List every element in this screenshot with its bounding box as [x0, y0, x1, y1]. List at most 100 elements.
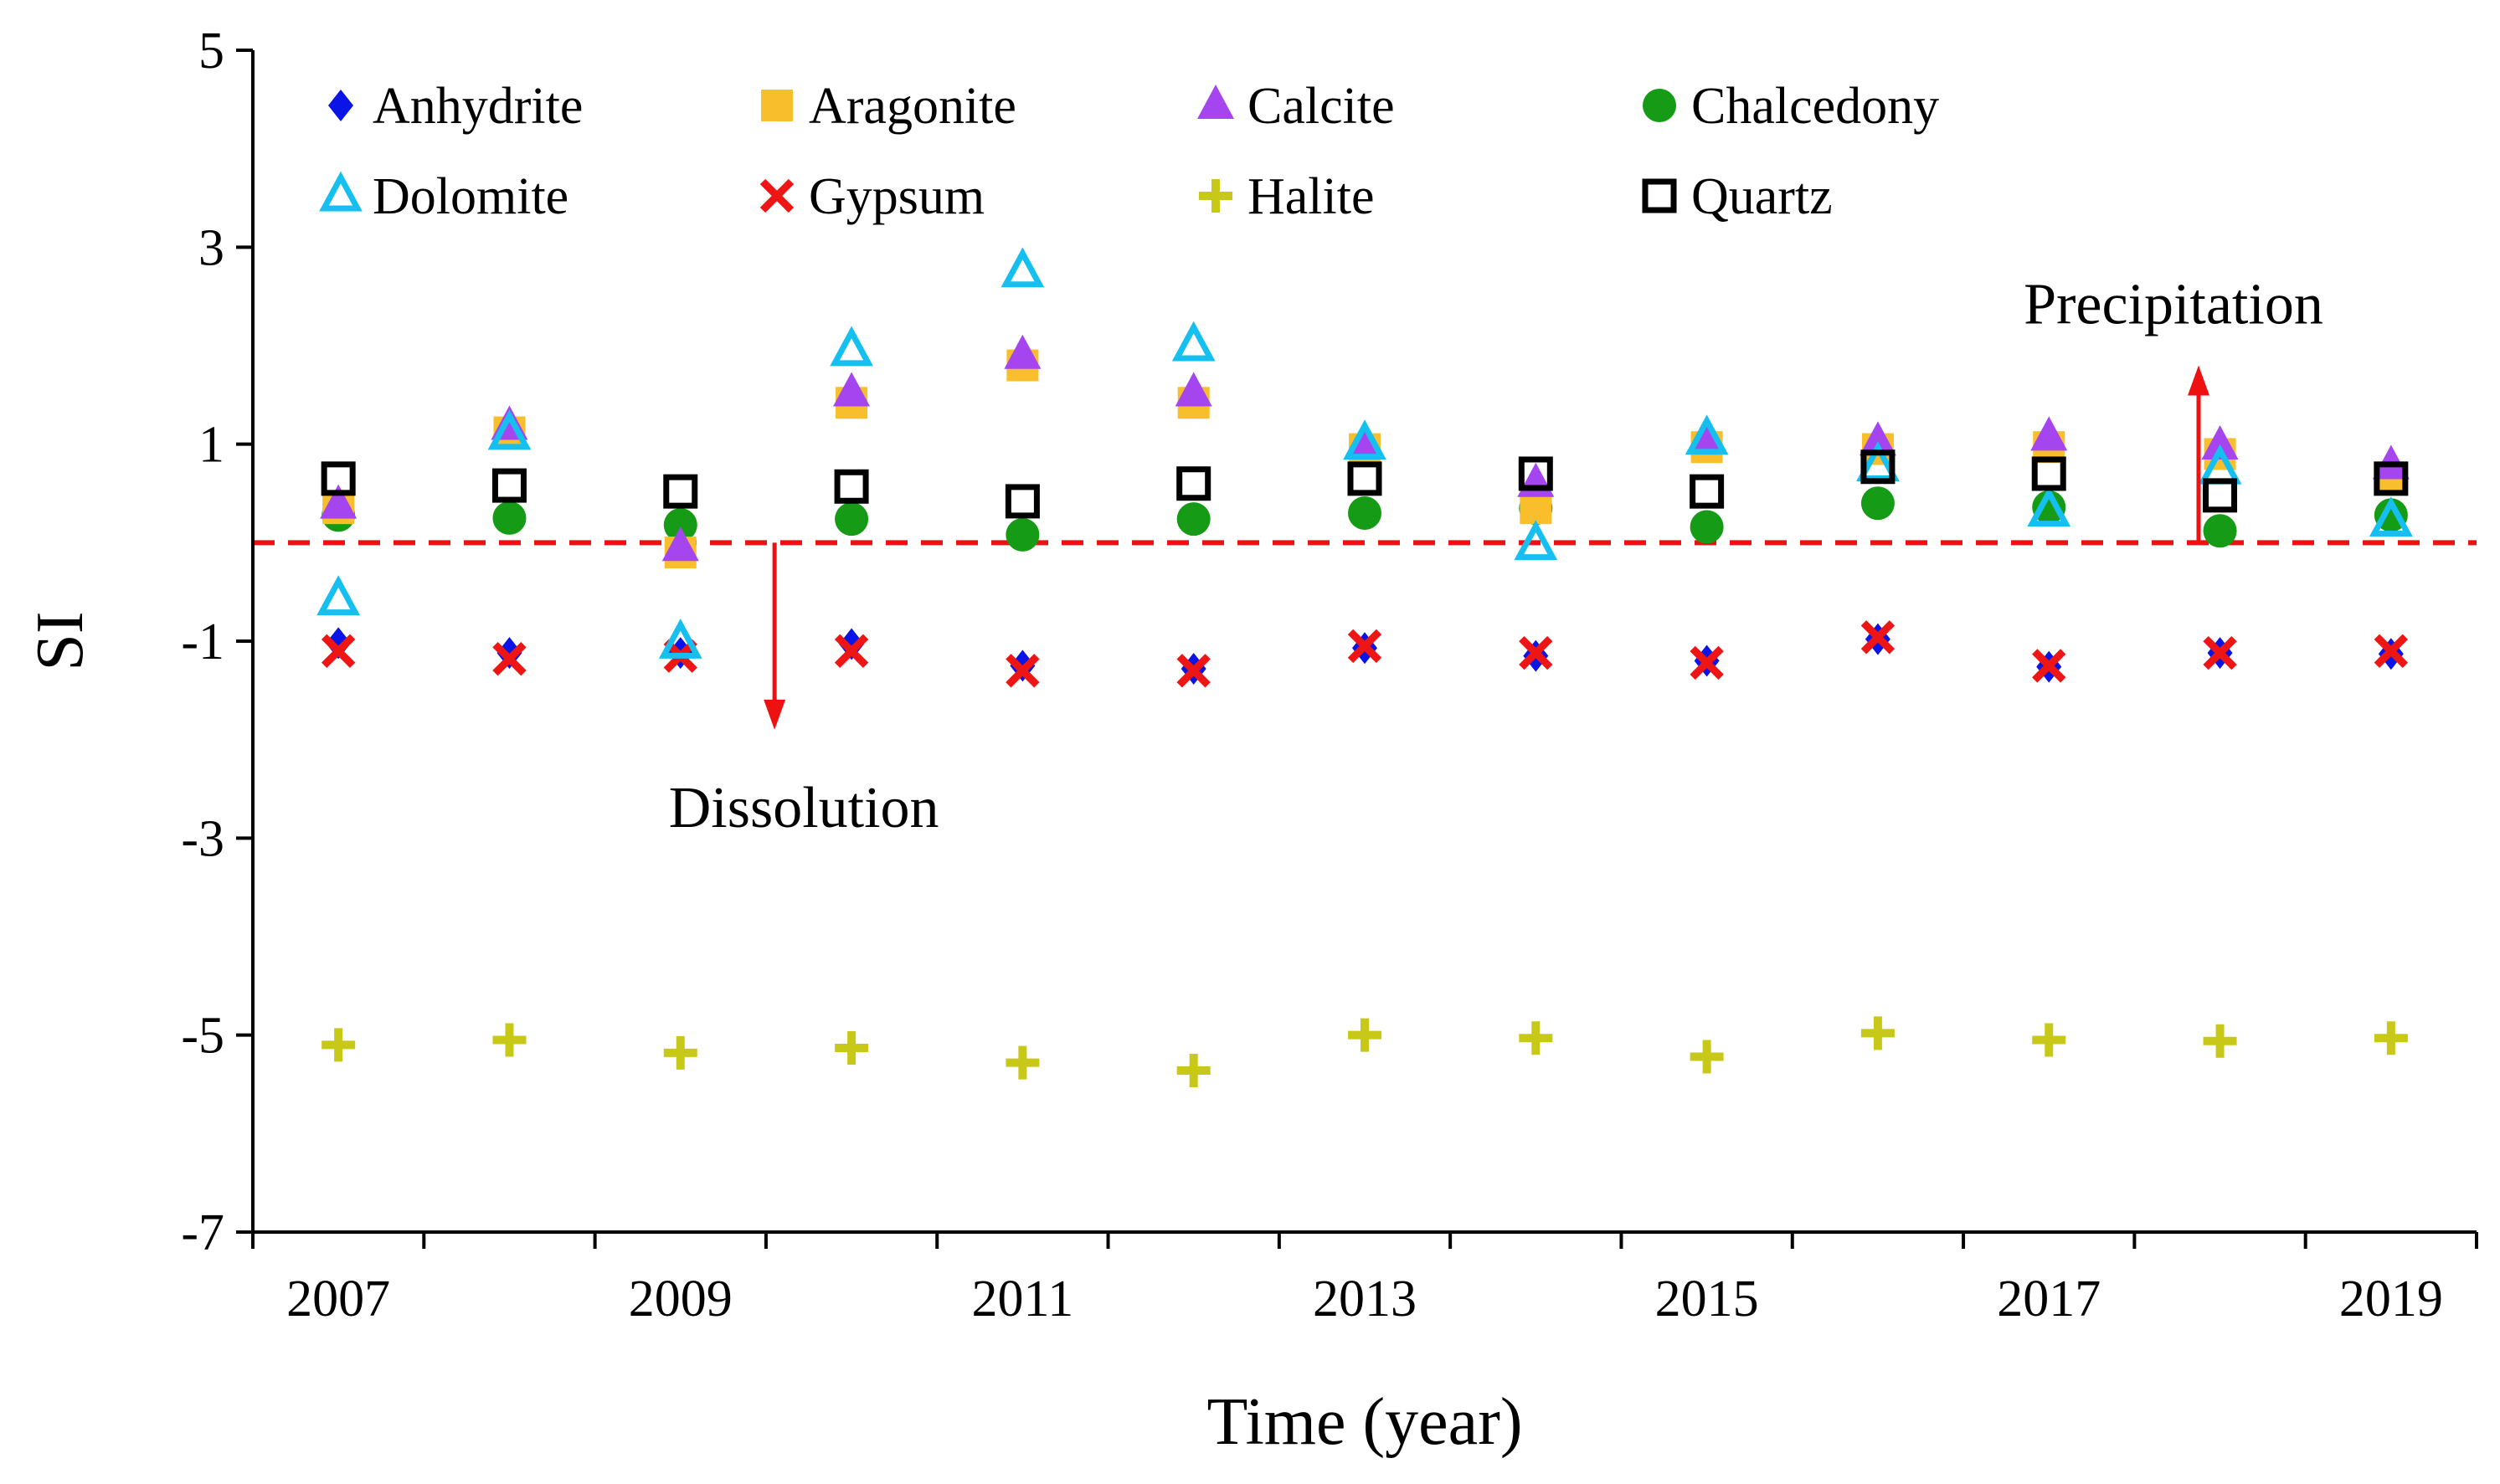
- x-tick-label: 2007: [286, 1271, 390, 1327]
- chalcedony-point: [663, 508, 697, 542]
- halite-point: [492, 1023, 527, 1057]
- x-tick-label: 2015: [1655, 1271, 1759, 1327]
- legend-label-dolomite: Dolomite: [373, 168, 568, 225]
- x-tick-label: 2011: [972, 1271, 1074, 1327]
- legend-label-quartz: Quartz: [1691, 168, 1833, 225]
- halite-point: [1860, 1016, 1895, 1050]
- halite-point: [1690, 1040, 1724, 1074]
- quartz-point: [491, 468, 527, 503]
- gypsum-point: [1860, 620, 1896, 655]
- legend-label-aragonite: Aragonite: [809, 78, 1016, 135]
- halite-point: [1519, 1021, 1553, 1055]
- dissolution-label: Dissolution: [669, 776, 939, 840]
- x-axis-title: Time (year): [1207, 1385, 1523, 1459]
- quartz-point: [2374, 461, 2409, 496]
- dolomite-point: [1171, 321, 1216, 362]
- chalcedony-point: [835, 502, 869, 537]
- calcite-point: [1175, 372, 1212, 407]
- y-tick-label: -7: [181, 1204, 224, 1261]
- anhydrite-point: [326, 627, 352, 660]
- dolomite-point: [2369, 496, 2413, 537]
- calcite-point: [1688, 418, 1726, 453]
- calcite-point: [320, 484, 358, 519]
- dolomite-point: [316, 575, 361, 616]
- legend: Anhydrite Aragonite Calcite Chalcedony Dolom…: [319, 78, 1939, 225]
- calcite-point: [1859, 421, 1896, 456]
- gypsum-point: [1690, 645, 1724, 680]
- gypsum-point: [1176, 654, 1211, 688]
- calcite-point: [2201, 425, 2239, 460]
- dolomite-point: [830, 326, 873, 367]
- gypsum-point: [1347, 629, 1382, 664]
- gypsum-point: [321, 634, 356, 668]
- legend-label-halite: Halite: [1247, 168, 1375, 225]
- points-layer: [316, 247, 2413, 1088]
- legend-item-halite: Halite: [1199, 168, 1375, 225]
- legend-marker-chalcedony: [1643, 89, 1676, 122]
- calcite-point: [2030, 416, 2068, 451]
- chalcedony-point: [1348, 496, 1381, 531]
- gypsum-point: [1006, 654, 1040, 688]
- legend-item-chalcedony: Chalcedony: [1643, 78, 1939, 135]
- gypsum-point: [2374, 634, 2409, 668]
- dolomite-point: [1685, 414, 1729, 455]
- halite-point: [1348, 1018, 1381, 1052]
- halite-point: [1176, 1054, 1211, 1088]
- legend-marker-gypsum: [759, 178, 795, 213]
- y-tick-label: 3: [198, 219, 224, 276]
- dolomite-point: [658, 618, 702, 659]
- gypsum-point: [1519, 635, 1553, 670]
- precipitation-label: Precipitation: [2024, 273, 2323, 337]
- chalcedony-point: [1690, 510, 1724, 544]
- halite-point: [835, 1030, 869, 1065]
- calcite-point: [833, 372, 871, 407]
- legend-label-anhydrite: Anhydrite: [373, 78, 583, 135]
- y-tick-label: -3: [181, 810, 224, 867]
- quartz-point: [1347, 461, 1382, 496]
- quartz-point: [663, 474, 698, 509]
- legend-label-calcite: Calcite: [1247, 78, 1395, 135]
- gypsum-point: [2032, 649, 2066, 683]
- dolomite-point: [1001, 247, 1045, 288]
- axes-layer: 5 3 1 -1 -3 -5 -7 2007 2009 2011 2013 2015 2017 2019 T…: [23, 23, 2478, 1459]
- halite-point: [2374, 1021, 2408, 1055]
- legend-label-gypsum: Gypsum: [809, 168, 985, 225]
- legend-item-quartz: Quartz: [1642, 168, 1833, 225]
- legend-item-aragonite: Aragonite: [761, 78, 1016, 135]
- quartz-point: [2031, 456, 2066, 491]
- y-tick-label: -5: [181, 1008, 224, 1065]
- halite-point: [2032, 1023, 2066, 1057]
- y-tick-label: 1: [198, 417, 224, 474]
- quartz-point: [1176, 466, 1211, 501]
- calcite-point: [1004, 334, 1042, 369]
- dolomite-point: [1514, 520, 1558, 561]
- quartz-point: [2203, 478, 2238, 513]
- halite-point: [322, 1028, 356, 1062]
- legend-item-anhydrite: Anhydrite: [328, 78, 583, 135]
- legend-marker-dolomite: [319, 171, 363, 212]
- halite-point: [2203, 1024, 2237, 1058]
- legend-item-dolomite: Dolomite: [319, 168, 568, 225]
- dolomite-point: [487, 409, 532, 450]
- precipitation-arrow: [2188, 365, 2209, 543]
- x-tick-label: 2017: [1997, 1271, 2101, 1327]
- legend-item-calcite: Calcite: [1197, 78, 1395, 135]
- dolomite-point: [1343, 419, 1386, 460]
- gypsum-point: [2203, 635, 2237, 670]
- legend-label-chalcedony: Chalcedony: [1691, 78, 1939, 135]
- gypsum-point: [834, 634, 869, 668]
- halite-point: [1006, 1045, 1040, 1080]
- calcite-point: [661, 526, 699, 562]
- quartz-point: [321, 461, 356, 496]
- quartz-point: [1860, 449, 1896, 485]
- gypsum-point: [492, 641, 527, 676]
- quartz-point: [1518, 456, 1553, 491]
- legend-marker-aragonite: [761, 90, 793, 121]
- annotations-layer: Precipitation Dissolution: [669, 273, 2323, 840]
- chalcedony-point: [1860, 486, 1895, 521]
- legend-item-gypsum: Gypsum: [759, 168, 985, 225]
- y-axis-title: SI: [23, 611, 97, 670]
- chalcedony-point: [2032, 490, 2066, 524]
- legend-marker-anhydrite: [328, 90, 353, 121]
